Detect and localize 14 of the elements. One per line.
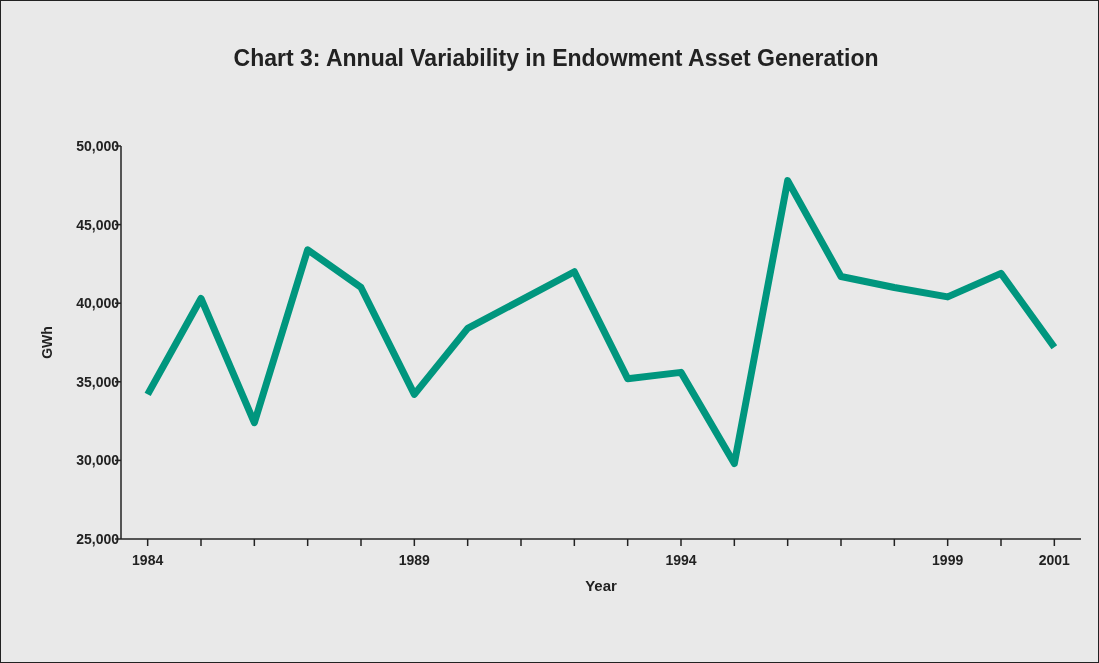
- y-axis-title: GWh: [39, 326, 55, 359]
- x-tick-label: 1989: [398, 552, 431, 568]
- y-tick-label: 40,000: [76, 295, 120, 312]
- y-tick-label: 25,000: [76, 530, 120, 547]
- x-axis-title: Year: [585, 577, 618, 594]
- y-tick-label: 45,000: [76, 216, 120, 233]
- x-tick-label: 2001: [1038, 552, 1071, 568]
- y-tick-label: 30,000: [76, 452, 120, 469]
- y-tick-label: 50,000: [76, 137, 120, 154]
- x-tick-label: 1994: [665, 552, 697, 568]
- x-tick-label: 1984: [132, 552, 164, 568]
- y-tick-label: 35,000: [76, 373, 120, 390]
- x-tick-label: 1999: [932, 552, 964, 568]
- chart-title: Chart 3: Annual Variability in Endowment Asset Generation: [233, 45, 879, 71]
